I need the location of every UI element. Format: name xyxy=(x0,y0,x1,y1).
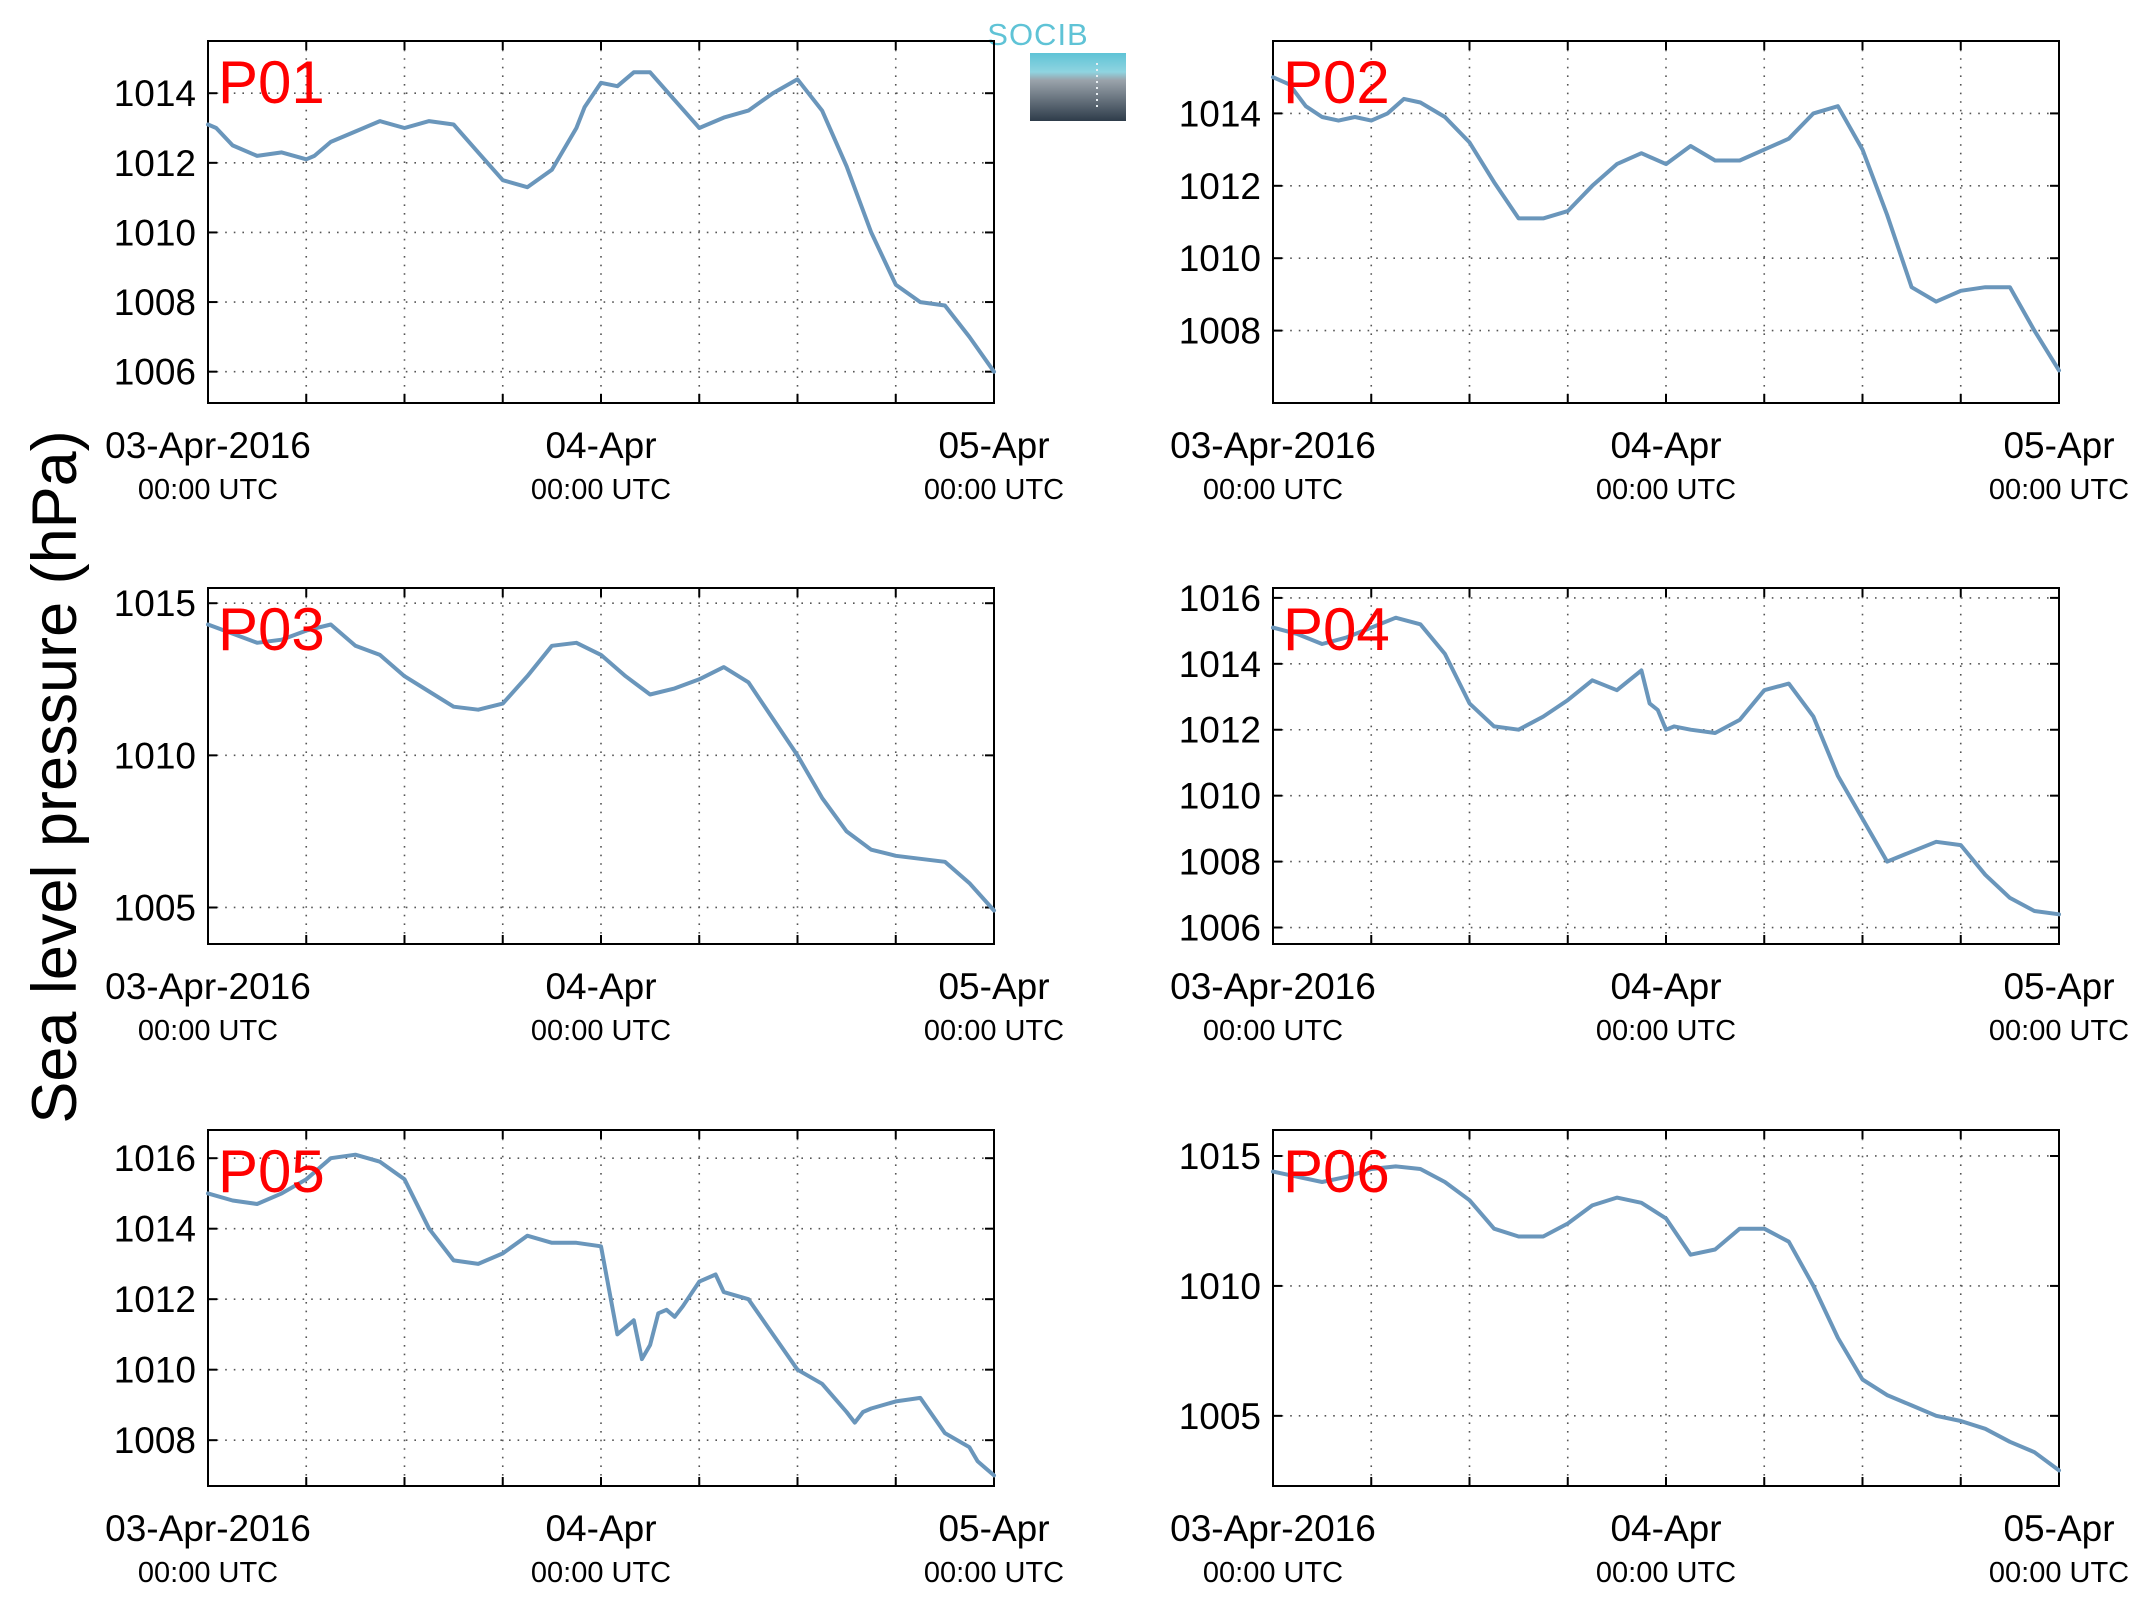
x-tick-label-time: 00:00 UTC xyxy=(1596,1015,1736,1047)
y-tick-label: 1008 xyxy=(114,1420,196,1461)
y-tick-label: 1016 xyxy=(114,1138,196,1179)
series-line-p06 xyxy=(1271,1164,2061,1473)
y-tick-label: 1010 xyxy=(114,735,196,776)
series-line-p04 xyxy=(1271,615,2061,917)
panel-label: P01 xyxy=(218,49,325,116)
x-tick-label-date: 04-Apr xyxy=(545,966,656,1007)
y-tick-label: 1016 xyxy=(1179,578,1261,619)
panel-label: P04 xyxy=(1283,596,1390,663)
panel-label: P06 xyxy=(1283,1138,1390,1205)
x-tick-label-time: 00:00 UTC xyxy=(1989,474,2129,506)
y-axis-label: Sea level pressure (hPa) xyxy=(20,430,90,1123)
y-tick-label: 1012 xyxy=(114,1279,196,1320)
y-tick-label: 1010 xyxy=(1179,776,1261,817)
x-tick-label-date: 03-Apr-2016 xyxy=(1170,425,1376,466)
y-tick-label: 1008 xyxy=(1179,842,1261,883)
x-tick-label-date: 04-Apr xyxy=(1610,425,1721,466)
x-tick-label-time: 00:00 UTC xyxy=(1596,474,1736,506)
y-tick-label: 1012 xyxy=(1179,166,1261,207)
x-tick-label-time: 00:00 UTC xyxy=(1596,1557,1736,1589)
chart-panel-p04: 1006 1008 1010 1012 1014 1016 03-Apr-2016 00:00… xyxy=(1170,578,2129,1047)
y-tick-label: 1008 xyxy=(114,282,196,323)
x-tick-label-time: 00:00 UTC xyxy=(531,474,671,506)
y-tick-label: 1010 xyxy=(1179,238,1261,279)
x-tick-label-time: 00:00 UTC xyxy=(1989,1557,2129,1589)
x-tick-label-date: 04-Apr xyxy=(1610,1508,1721,1549)
x-tick-label-date: 04-Apr xyxy=(545,425,656,466)
x-tick-label-time: 00:00 UTC xyxy=(138,474,278,506)
y-tick-label: 1010 xyxy=(114,1350,196,1391)
y-tick-label: 1015 xyxy=(114,583,196,624)
y-tick-label: 1014 xyxy=(1179,644,1261,685)
series-line-p02 xyxy=(1271,75,2061,373)
x-tick-label-date: 03-Apr-2016 xyxy=(105,966,311,1007)
x-tick-label-date: 03-Apr-2016 xyxy=(1170,1508,1376,1549)
y-tick-label: 1012 xyxy=(114,143,196,184)
socib-logo: SOCIB xyxy=(987,17,1126,121)
x-tick-label-time: 00:00 UTC xyxy=(1203,474,1343,506)
y-tick-label: 1014 xyxy=(1179,93,1261,134)
chart-panel-p05: 1008 1010 1012 1014 1016 03-Apr-2016 00:00 UTC… xyxy=(105,1129,1064,1589)
x-tick-label-date: 05-Apr xyxy=(2003,425,2114,466)
panel-label: P05 xyxy=(218,1138,325,1205)
x-tick-label-date: 05-Apr xyxy=(2003,966,2114,1007)
y-tick-label: 1005 xyxy=(1179,1396,1261,1437)
y-tick-label: 1010 xyxy=(114,212,196,253)
x-tick-label-time: 00:00 UTC xyxy=(531,1015,671,1047)
x-tick-label-time: 00:00 UTC xyxy=(924,474,1064,506)
panel-label: P03 xyxy=(218,596,325,663)
chart-panel-p02: 1008 1010 1012 1014 03-Apr-2016 00:00 UTC 04-A… xyxy=(1170,40,2129,506)
x-tick-label-date: 03-Apr-2016 xyxy=(105,425,311,466)
chart-panel-p06: 1005 1010 1015 03-Apr-2016 00:00 UTC 04-Apr 00… xyxy=(1170,1129,2129,1589)
chart-panel-p01: 1006 1008 1010 1012 1014 03-Apr-2016 00:00 UTC… xyxy=(105,40,1064,506)
x-tick-label-date: 04-Apr xyxy=(545,1508,656,1549)
y-tick-label: 1010 xyxy=(1179,1266,1261,1307)
x-tick-label-date: 05-Apr xyxy=(938,966,1049,1007)
x-tick-label-time: 00:00 UTC xyxy=(1203,1557,1343,1589)
socib-logo-text: SOCIB xyxy=(987,17,1088,52)
series-line-p03 xyxy=(206,622,996,913)
y-tick-label: 1006 xyxy=(114,352,196,393)
x-tick-label-time: 00:00 UTC xyxy=(138,1557,278,1589)
socib-logo-mark xyxy=(1030,53,1126,121)
x-tick-label-time: 00:00 UTC xyxy=(924,1557,1064,1589)
series-line-p05 xyxy=(206,1152,996,1478)
x-tick-label-date: 03-Apr-2016 xyxy=(105,1508,311,1549)
y-tick-label: 1012 xyxy=(1179,710,1261,751)
y-tick-label: 1014 xyxy=(114,1209,196,1250)
x-tick-label-date: 05-Apr xyxy=(2003,1508,2114,1549)
y-tick-label: 1014 xyxy=(114,73,196,114)
x-tick-label-date: 04-Apr xyxy=(1610,966,1721,1007)
panels-group: 1006 1008 1010 1012 1014 03-Apr-2016 00:00 UTC… xyxy=(105,40,2129,1589)
x-tick-label-time: 00:00 UTC xyxy=(531,1557,671,1589)
y-tick-label: 1005 xyxy=(114,887,196,928)
x-tick-label-time: 00:00 UTC xyxy=(138,1015,278,1047)
chart-panel-p03: 1005 1010 1015 03-Apr-2016 00:00 UTC 04-Apr 00… xyxy=(105,583,1064,1047)
x-tick-label-time: 00:00 UTC xyxy=(1203,1015,1343,1047)
x-tick-label-date: 05-Apr xyxy=(938,425,1049,466)
panel-label: P02 xyxy=(1283,49,1390,116)
x-tick-label-date: 03-Apr-2016 xyxy=(1170,966,1376,1007)
y-tick-label: 1015 xyxy=(1179,1136,1261,1177)
series-line-p01 xyxy=(206,70,996,374)
x-tick-label-time: 00:00 UTC xyxy=(924,1015,1064,1047)
x-tick-label-date: 05-Apr xyxy=(938,1508,1049,1549)
x-tick-label-time: 00:00 UTC xyxy=(1989,1015,2129,1047)
y-tick-label: 1006 xyxy=(1179,908,1261,949)
y-tick-label: 1008 xyxy=(1179,311,1261,352)
